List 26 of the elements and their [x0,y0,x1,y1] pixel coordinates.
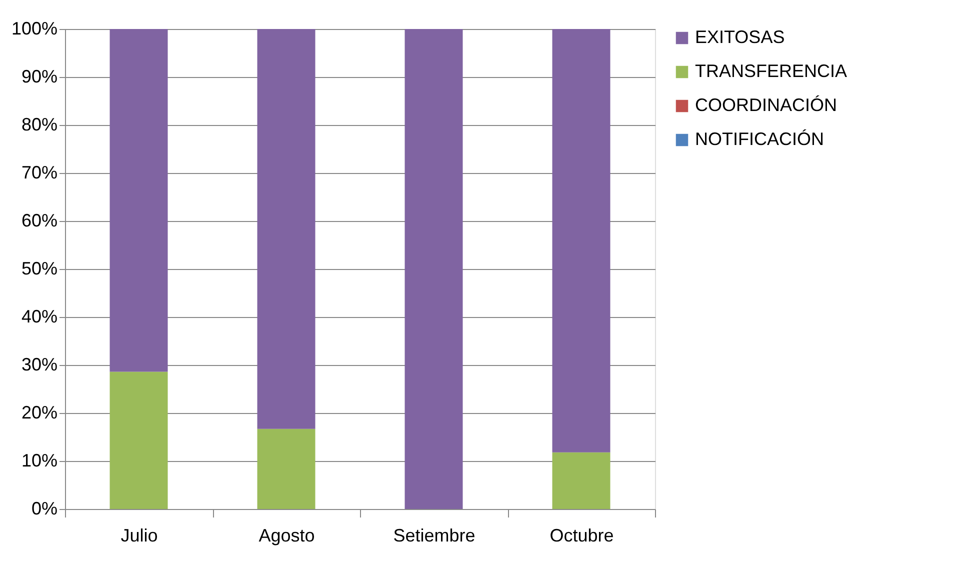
y-tick-label: 50% [21,258,58,278]
y-tick-label: 80% [21,114,58,134]
legend-label: COORDINACIÓN [695,95,838,115]
x-tick-label: Setiembre [393,526,476,546]
y-tick-label: 40% [21,306,58,326]
legend-label: EXITOSAS [695,27,785,47]
y-tick-label: 30% [21,354,58,374]
x-tick-label: Julio [120,526,158,546]
y-tick-label: 60% [21,210,58,230]
bar [110,372,168,509]
y-tick-label: 10% [21,450,58,470]
bar [257,428,316,509]
y-tick-label: 20% [21,402,58,422]
bar [552,29,610,452]
bar [552,452,610,509]
legend-label: TRANSFERENCIA [695,61,848,81]
x-tick-label: Octubre [550,526,614,546]
y-tick-label: 100% [11,18,58,38]
bar [404,29,463,509]
y-tick-label: 70% [21,162,58,182]
y-tick-label: 90% [21,66,58,86]
bar [257,29,316,429]
x-tick-label: Agosto [258,526,315,546]
bar [110,29,168,372]
legend-label: NOTIFICACIÓN [695,129,824,149]
y-tick-label: 0% [31,498,58,518]
